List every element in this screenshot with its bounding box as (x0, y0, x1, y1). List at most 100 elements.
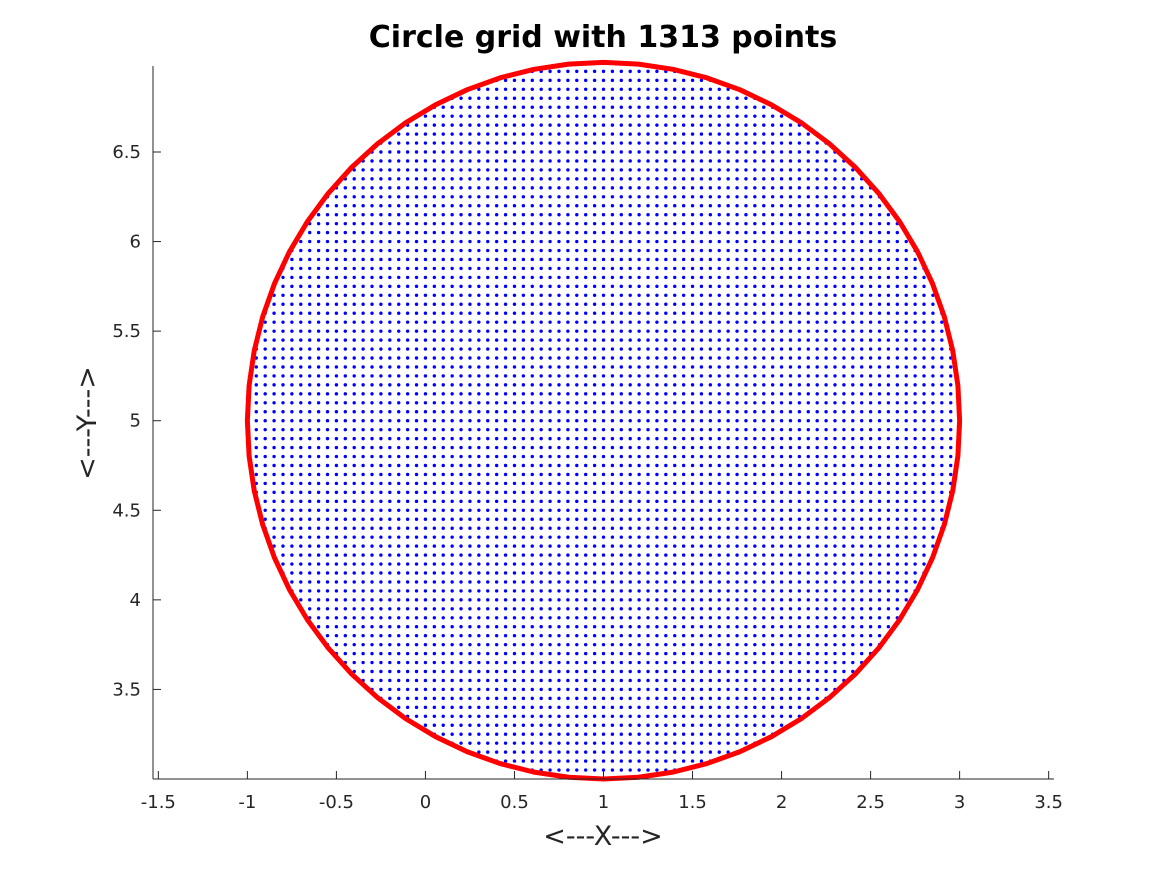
grid-point (699, 123, 704, 127)
grid-point (619, 257, 624, 262)
grid-point (655, 651, 659, 656)
grid-point (486, 257, 490, 262)
grid-point (325, 230, 330, 235)
grid-point (397, 410, 401, 414)
grid-point (886, 284, 891, 289)
grid-point (788, 401, 793, 405)
grid-point (414, 517, 419, 521)
grid-point (699, 114, 704, 118)
grid-point (486, 714, 490, 718)
grid-point (833, 248, 837, 253)
grid-point (405, 266, 410, 271)
grid-point (477, 499, 481, 504)
grid-point (405, 696, 410, 701)
grid-point (450, 266, 454, 271)
grid-point (690, 669, 695, 674)
grid-point (263, 365, 267, 369)
grid-point (503, 535, 508, 539)
grid-point (477, 598, 481, 602)
grid-point (503, 105, 508, 109)
grid-point (557, 463, 561, 468)
grid-point (726, 338, 730, 342)
grid-point (299, 392, 303, 396)
grid-point (548, 365, 552, 369)
grid-point (690, 526, 695, 530)
grid-point (788, 302, 793, 306)
grid-point (708, 481, 713, 486)
grid-point (735, 275, 739, 280)
grid-point (886, 454, 891, 459)
grid-point (788, 284, 793, 289)
grid-point (681, 356, 686, 360)
grid-point (681, 168, 686, 172)
grid-point (708, 419, 713, 423)
grid-point (432, 436, 437, 441)
grid-point (334, 436, 339, 441)
grid-point (851, 616, 855, 620)
grid-point (388, 186, 392, 190)
grid-point (859, 517, 864, 521)
grid-point (494, 472, 499, 477)
grid-point (548, 723, 552, 727)
grid-point (299, 383, 303, 387)
grid-point (583, 544, 588, 548)
grid-point (913, 401, 917, 405)
grid-point (664, 150, 668, 154)
grid-point (379, 687, 383, 692)
grid-point (459, 625, 463, 629)
grid-point (592, 419, 597, 423)
grid-point (334, 302, 339, 306)
grid-point (530, 427, 534, 432)
grid-point (503, 714, 508, 718)
grid-point (868, 553, 873, 557)
grid-point (468, 284, 472, 289)
grid-point (646, 374, 650, 378)
grid-point (521, 741, 526, 745)
grid-point (521, 159, 526, 163)
grid-point (575, 69, 579, 74)
grid-point (806, 580, 810, 584)
grid-point (521, 490, 526, 495)
grid-point (895, 454, 899, 459)
grid-point (548, 105, 552, 109)
grid-point (637, 660, 641, 665)
grid-point (851, 607, 855, 611)
grid-point (343, 401, 348, 405)
grid-point (423, 275, 428, 280)
grid-point (859, 580, 864, 584)
grid-point (548, 248, 552, 253)
grid-point (673, 741, 677, 745)
grid-point (325, 481, 330, 486)
grid-point (423, 338, 428, 342)
grid-point (414, 472, 419, 477)
grid-point (592, 257, 597, 262)
grid-point (797, 687, 802, 692)
grid-point (842, 338, 846, 342)
grid-point (797, 571, 802, 575)
grid-point (441, 499, 445, 504)
grid-point (797, 168, 802, 172)
grid-point (726, 105, 730, 109)
grid-point (361, 347, 365, 351)
grid-point (690, 454, 695, 459)
grid-point (859, 553, 864, 557)
grid-point (726, 508, 730, 512)
grid-point (895, 410, 899, 414)
grid-point (868, 436, 873, 441)
grid-point (566, 195, 570, 199)
grid-point (601, 195, 606, 199)
grid-point (699, 392, 704, 396)
grid-point (681, 445, 686, 450)
grid-point (655, 696, 659, 701)
grid-point (557, 177, 561, 181)
grid-point (868, 204, 873, 208)
grid-point (842, 239, 846, 244)
grid-point (575, 365, 579, 369)
grid-point (681, 436, 686, 441)
grid-point (708, 589, 713, 593)
grid-point (503, 571, 508, 575)
grid-point (762, 544, 766, 548)
grid-point (895, 401, 899, 405)
grid-point (904, 401, 908, 405)
grid-point (824, 293, 828, 298)
